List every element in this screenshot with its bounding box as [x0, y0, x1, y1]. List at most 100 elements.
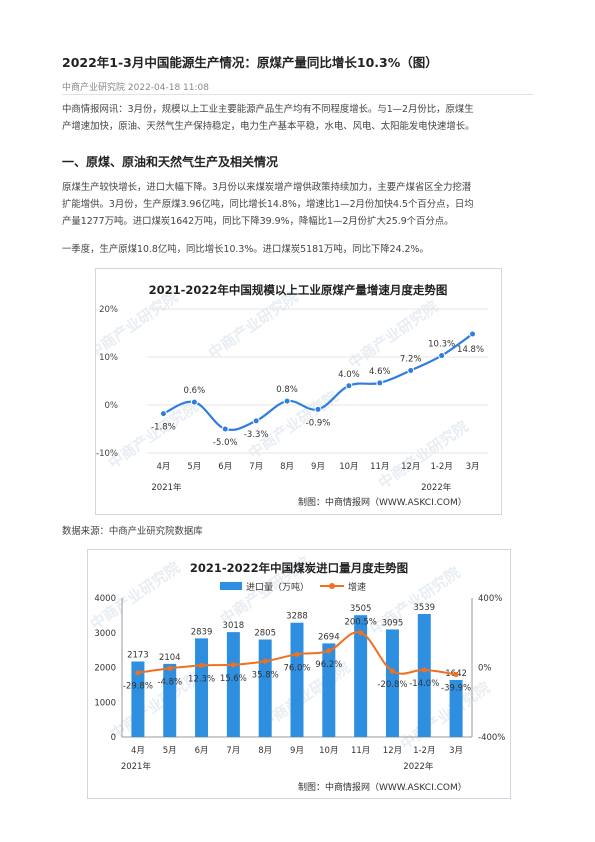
- growth-point: [135, 670, 141, 676]
- import-bar: [131, 661, 145, 737]
- year-label: 2022年: [403, 761, 434, 772]
- x-tick-label: 10月: [339, 462, 358, 472]
- bar-value-label: 3539: [413, 603, 435, 613]
- bar-value-label: 2694: [318, 632, 340, 642]
- chart-credit: 制图：中商情报网（WWW.ASKCI.COM）: [298, 781, 467, 793]
- article-date: 2022-04-18 11:08: [127, 83, 209, 93]
- year-label: 2022年: [421, 482, 452, 493]
- y-tick-label-left: 0: [111, 733, 116, 743]
- growth-point: [294, 651, 300, 657]
- x-tick-label: 7月: [249, 462, 263, 472]
- y-tick-label-left: 3000: [94, 629, 116, 639]
- growth-label: -4.8%: [157, 677, 182, 687]
- x-tick-label: 3月: [466, 462, 480, 472]
- growth-label: 35.8%: [252, 670, 279, 680]
- data-label: -1.8%: [151, 423, 176, 433]
- data-label: 0.8%: [276, 385, 298, 395]
- x-tick-label: 6月: [195, 746, 209, 756]
- y-tick-label: 0%: [105, 401, 119, 411]
- body-paragraph: 原煤生产较快增长，进口大幅下降。3月份以来煤炭增产增供政策持续加力，主要产煤省区…: [62, 179, 538, 230]
- y-tick-label-right: -400%: [478, 733, 505, 743]
- growth-label: 96.2%: [315, 660, 342, 670]
- x-tick-label: 12月: [383, 746, 402, 756]
- growth-point: [453, 671, 459, 678]
- data-point: [221, 425, 229, 433]
- growth-point: [230, 662, 236, 668]
- x-tick-label: 12月: [401, 462, 420, 472]
- import-bar: [417, 614, 431, 737]
- growth-point: [262, 658, 268, 664]
- bar-value-label: 3018: [223, 621, 245, 631]
- x-tick-label: 8月: [280, 462, 294, 472]
- coal-output-growth-chart: 中商产业研究院 中商产业研究院 中商产业研究院 中商产业研究院 中商产业研究院 中商产业研…: [95, 268, 502, 515]
- growth-point: [389, 668, 396, 674]
- data-point: [252, 417, 260, 425]
- legend-swatch-bars: [220, 582, 242, 590]
- legend-label: 增速: [348, 581, 366, 593]
- data-point: [159, 410, 167, 418]
- coal-import-chart: 中商产业研究院 中商产业研究院 中商产业研究院 中商产业研究院 中商产业研究院 中商产业研…: [87, 549, 511, 799]
- x-tick-label: 8月: [258, 746, 272, 756]
- article-source[interactable]: 中商产业研究院: [62, 83, 126, 93]
- x-tick-label: 4月: [131, 746, 145, 756]
- import-bar: [258, 639, 272, 737]
- growth-label: 15.6%: [220, 674, 247, 684]
- data-point: [314, 405, 322, 413]
- data-label: 4.6%: [369, 367, 391, 377]
- growth-point: [326, 648, 332, 654]
- import-bar: [226, 632, 240, 737]
- data-point: [345, 382, 353, 390]
- body-line: 原煤生产较快增长，进口大幅下降。3月份以来煤炭增产增供政策持续加力，主要产煤省区…: [62, 182, 472, 193]
- data-label: 7.2%: [400, 354, 422, 364]
- data-label: 0.6%: [184, 386, 206, 396]
- y-tick-label-right: 400%: [478, 594, 502, 604]
- growth-label: -20.8%: [377, 680, 407, 690]
- bar-value-label: 2839: [191, 627, 213, 637]
- bar-value-label: 3095: [382, 618, 404, 628]
- x-tick-label: 7月: [226, 746, 240, 756]
- x-tick-label: 5月: [187, 462, 201, 472]
- data-label: 14.8%: [457, 345, 484, 355]
- x-tick-label: 11月: [351, 746, 370, 756]
- y-tick-label: 20%: [99, 305, 118, 315]
- data-source-note: 数据来源：中商产业研究院数据库: [62, 526, 203, 537]
- x-tick-label: 11月: [370, 462, 389, 472]
- chart-title: 2021-2022年中国煤炭进口量月度走势图: [190, 561, 408, 575]
- bar-value-label: 3505: [350, 604, 372, 614]
- growth-label: -14.0%: [409, 679, 439, 689]
- data-label: 10.3%: [428, 340, 455, 350]
- watermark-text: 中商产业研究院: [96, 287, 181, 362]
- x-tick-label: 10月: [319, 746, 338, 756]
- growth-label: 200.5%: [344, 618, 376, 628]
- y-tick-label-right: 0%: [478, 664, 492, 674]
- bar-value-label: 2805: [254, 629, 276, 639]
- data-label: -3.3%: [244, 430, 269, 440]
- year-label: 2021年: [121, 761, 152, 772]
- intro-line: 产增速加快，原油、天然气生产保持稳定，电力生产基本平稳，水电、风电、太阳能发电快…: [62, 121, 475, 132]
- divider: [62, 94, 534, 95]
- summary-paragraph: 一季度，生产原煤10.8亿吨，同比增长10.3%。进口煤炭5181万吨，同比下降…: [62, 244, 429, 255]
- growth-label: 12.3%: [188, 674, 215, 684]
- data-point: [438, 352, 446, 360]
- year-label: 2021年: [151, 482, 182, 493]
- import-bar: [385, 629, 399, 737]
- watermark-text: 中商产业研究院: [205, 287, 301, 362]
- growth-label: -29.8%: [123, 682, 153, 692]
- chart-title: 2021-2022年中国规模以上工业原煤产量增速月度走势图: [149, 283, 448, 297]
- x-tick-label: 1-2月: [430, 462, 452, 472]
- data-point: [376, 379, 384, 387]
- x-tick-label: 9月: [311, 462, 325, 472]
- intro-line: 中商情报网讯：3月份，规模以上工业主要能源产品生产均有不同程度增长。与1—2月份…: [62, 104, 474, 115]
- bar-value-label: 3288: [286, 612, 308, 622]
- growth-point: [167, 665, 173, 671]
- growth-label: -39.9%: [441, 683, 471, 693]
- x-tick-label: 1-2月: [413, 746, 435, 756]
- x-tick-label: 3月: [449, 746, 463, 756]
- import-bar: [163, 663, 177, 737]
- x-tick-label: 6月: [218, 462, 232, 472]
- growth-point: [198, 662, 205, 668]
- y-tick-label: 10%: [99, 353, 118, 363]
- legend-marker: [329, 583, 335, 589]
- legend-label: 进口量（万吨）: [246, 581, 309, 593]
